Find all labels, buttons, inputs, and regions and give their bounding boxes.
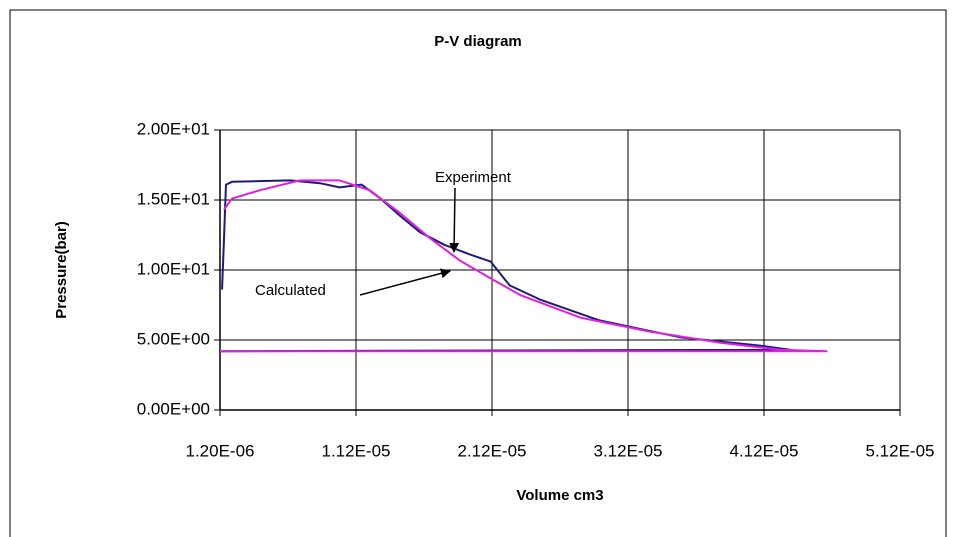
annotation: Calculated	[255, 282, 326, 299]
annotation-arrow	[359, 268, 451, 296]
y-tick-label: 1.50E+01	[137, 189, 210, 208]
x-tick-label: 5.12E-05	[866, 441, 935, 460]
y-tick-label: 1.00E+01	[137, 259, 210, 278]
series-line	[219, 179, 791, 353]
y-tick-label: 0.00E+00	[137, 399, 210, 418]
y-tick-label: 2.00E+01	[137, 119, 210, 138]
y-axis-label: Pressure(bar)	[53, 221, 70, 319]
annotation: Experiment	[435, 169, 512, 186]
plot-area: 0.00E+00 5.00E+00 1.00E+01 1.50E+01 2.00E+01…	[137, 119, 935, 460]
chart-border	[9, 9, 947, 537]
annotation-arrow	[449, 187, 460, 253]
y-tick-label: 5.00E+00	[137, 329, 210, 348]
series-line	[220, 179, 828, 353]
x-axis-label: Volume cm3	[516, 487, 603, 504]
chart-title: P-V diagram	[434, 33, 522, 50]
x-tick-label: 2.12E-05	[458, 441, 527, 460]
x-tick-label: 1.20E-06	[186, 441, 255, 460]
x-tick-label: 3.12E-05	[594, 441, 663, 460]
x-tick-label: 1.12E-05	[322, 441, 391, 460]
x-tick-label: 4.12E-05	[730, 441, 799, 460]
